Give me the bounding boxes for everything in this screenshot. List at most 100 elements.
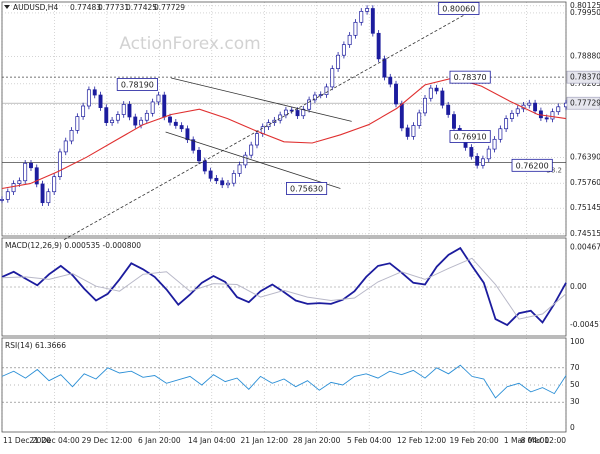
candle-body: [41, 184, 44, 203]
rsi-y-tick-label: 50: [570, 380, 580, 389]
x-tick-label: 6 Jan 20:00: [138, 436, 181, 445]
current-price-tag-text: 0.77729: [570, 99, 600, 108]
candle-body: [215, 178, 218, 180]
candle-body: [29, 163, 32, 167]
candle-body: [296, 110, 299, 115]
annotation-label: 0.76200: [516, 161, 549, 170]
candle-body: [516, 109, 519, 113]
candle-body: [557, 107, 560, 112]
annotation-label: 0.76910: [454, 132, 487, 141]
candle-body: [342, 45, 345, 56]
rsi-y-tick: 50: [570, 380, 580, 389]
annotation-label: 0.78190: [121, 80, 154, 89]
level-price-tag-text: 0.78370: [570, 73, 600, 82]
macd-y-tick-label: -0.004519: [570, 320, 600, 329]
ohlc-value: 0.77731: [98, 3, 129, 12]
y-tick-label: 0.76390: [570, 153, 600, 162]
candle-body: [423, 98, 426, 113]
candle-body: [365, 9, 368, 12]
candle-body: [441, 91, 444, 105]
candle-body: [354, 22, 357, 35]
candle-body: [168, 117, 171, 122]
candle-body: [232, 173, 235, 183]
candle-body: [493, 139, 496, 149]
candle-body: [377, 33, 380, 59]
candle-body: [145, 113, 148, 120]
candle-body: [255, 134, 258, 145]
candle-body: [0, 199, 3, 200]
candle-body: [429, 88, 432, 98]
candle-body: [24, 163, 27, 180]
x-tick-label: 8 Mar 12:00: [521, 436, 567, 445]
candle-body: [406, 128, 409, 137]
candle-body: [116, 115, 119, 121]
candle-body: [447, 105, 450, 114]
x-tick-label: 21 Jan 12:00: [241, 436, 289, 445]
candle-body: [533, 103, 536, 111]
rsi-title: RSI(14) 61.3666: [5, 341, 66, 350]
candle-body: [481, 159, 484, 166]
rsi-y-tick-label: 0: [570, 423, 575, 432]
watermark: ActionForex.com: [119, 34, 260, 54]
candle-body: [279, 115, 282, 120]
candle-body: [180, 126, 183, 129]
candle-body: [331, 69, 334, 87]
candle-body: [18, 181, 21, 184]
candle-body: [82, 106, 85, 117]
candle-body: [157, 95, 160, 102]
candle-body: [139, 120, 142, 125]
candle-body: [122, 104, 125, 114]
candle-body: [53, 177, 56, 192]
candle-body: [99, 95, 102, 108]
annotation-box: 0.76910: [450, 130, 490, 142]
candle-body: [435, 88, 438, 91]
candle-body: [12, 184, 15, 192]
ohlc-value: 0.77483: [70, 3, 101, 12]
candle-body: [551, 112, 554, 119]
candle-body: [174, 122, 177, 125]
candle-body: [93, 90, 96, 95]
candle-body: [221, 181, 224, 185]
annotation-label: 0.75630: [290, 184, 323, 193]
rsi-y-tick: 70: [570, 363, 580, 372]
candle-body: [348, 35, 351, 44]
candle-body: [226, 183, 229, 185]
candle-body: [487, 149, 490, 159]
candle-body: [134, 117, 137, 125]
candle-body: [250, 145, 253, 155]
annotation-box: 0.78190: [117, 78, 157, 90]
x-tick-label: 29 Dec 12:00: [82, 436, 133, 445]
candle-body: [186, 129, 189, 140]
candle-body: [452, 115, 455, 129]
macd-y-tick: -0.004519: [570, 320, 600, 329]
candle-body: [128, 104, 131, 117]
macd-title: MACD(12,26,9) 0.000535 -0.000800: [5, 241, 141, 250]
candle-body: [505, 119, 508, 129]
candle-body: [64, 141, 67, 152]
macd-y-tick-label: 0.00: [570, 282, 587, 291]
y-tick-label: 0.79950: [570, 8, 600, 17]
x-tick-label: 21 Dec 04:00: [29, 436, 80, 445]
candle-body: [360, 11, 363, 22]
annotation-box: 0.76200: [512, 159, 552, 171]
y-tick-label: 0.75145: [570, 203, 600, 212]
candle-body: [203, 161, 206, 171]
candle-body: [325, 87, 328, 95]
x-tick-label: 5 Feb 04:00: [347, 436, 392, 445]
candle-body: [76, 117, 79, 131]
candle-body: [105, 108, 108, 123]
candle-body: [6, 192, 9, 200]
candle-body: [163, 95, 166, 117]
rsi-y-tick: 30: [570, 397, 580, 406]
candle-body: [394, 84, 397, 104]
level-price-tag: 0.78370: [567, 71, 600, 83]
rsi-y-tick: 100: [570, 337, 585, 346]
candle-body: [151, 102, 154, 113]
candle-body: [545, 118, 548, 119]
candle-body: [418, 113, 421, 126]
y-tick-label: 0.75760: [570, 178, 600, 187]
